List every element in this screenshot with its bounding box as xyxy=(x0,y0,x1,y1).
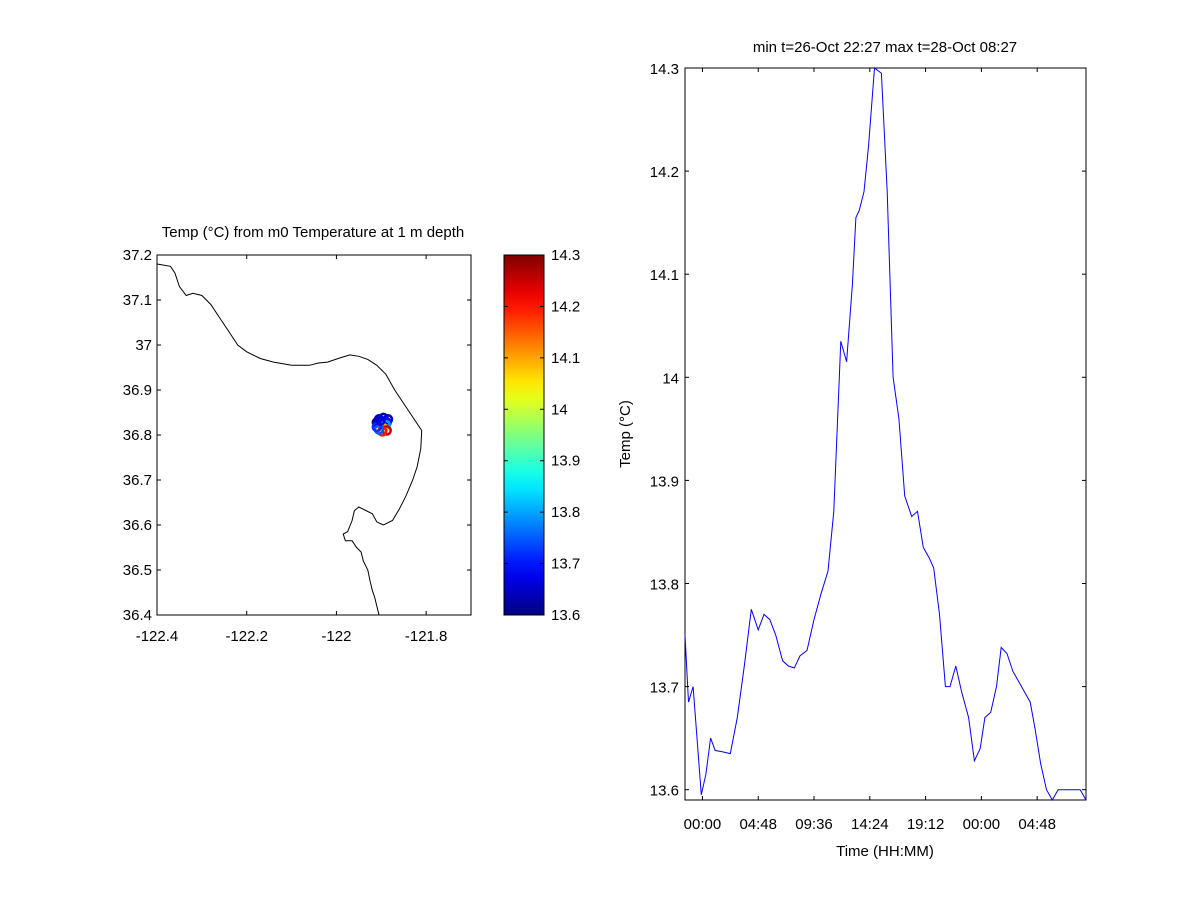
ts-x-tick-label: 00:00 xyxy=(684,816,722,833)
timeseries-y-axis: 13.6 13.7 13.8 13.9 14 14.1 14.2 14.3 xyxy=(650,61,1086,800)
ts-y-tick-label: 14.3 xyxy=(650,61,679,78)
ts-y-tick-label: 13.7 xyxy=(650,680,679,697)
map-x-tick-label: -122.4 xyxy=(136,628,179,645)
ts-x-tick-label: 09:36 xyxy=(795,816,833,833)
map-x-tick-label: -122 xyxy=(321,628,351,645)
colorbar-tick-label: 13.6 xyxy=(551,607,580,624)
colorbar-tick-label: 14.3 xyxy=(551,247,580,264)
colorbar-tick-label: 13.9 xyxy=(551,453,580,470)
timeseries-axes-frame xyxy=(684,67,1087,801)
map-plot-area xyxy=(156,254,472,616)
map-y-tick-label: 36.4 xyxy=(123,607,152,624)
colorbar-tick-label: 13.8 xyxy=(551,504,580,521)
colorbar-tick-label: 14.1 xyxy=(551,350,580,367)
map-x-axis: -122.4 -122.2 -122 -121.8 xyxy=(136,255,448,645)
ts-x-tick-label: 19:12 xyxy=(907,816,945,833)
map-y-tick-label: 36.8 xyxy=(123,427,152,444)
ts-x-tick-label: 04:48 xyxy=(1018,816,1056,833)
ts-y-tick-label: 14.2 xyxy=(650,164,679,181)
colorbar-gradient xyxy=(503,254,545,616)
map-y-tick-label: 37 xyxy=(135,337,152,354)
ts-x-tick-label: 04:48 xyxy=(739,816,777,833)
map-x-tick-label: -121.8 xyxy=(405,628,448,645)
temperature-track xyxy=(371,412,394,437)
ts-y-tick-label: 13.6 xyxy=(650,783,679,800)
ts-x-tick-label: 00:00 xyxy=(963,816,1001,833)
map-y-tick-label: 36.9 xyxy=(123,382,152,399)
ts-y-tick-label: 14 xyxy=(662,370,679,387)
map-panel: Temp (°C) from m0 Temperature at 1 m dep… xyxy=(123,224,472,645)
timeseries-panel: min t=26-Oct 22:27 max t=28-Oct 08:27 00… xyxy=(617,39,1087,860)
map-axes-frame xyxy=(156,254,472,616)
map-y-tick-label: 36.6 xyxy=(123,517,152,534)
timeseries-y-label: Temp (°C) xyxy=(617,400,634,468)
ts-y-tick-label: 14.1 xyxy=(650,267,679,284)
coastline-path xyxy=(156,263,423,616)
colorbar-tick-label: 14.2 xyxy=(551,298,580,315)
ts-y-tick-label: 13.8 xyxy=(650,576,679,593)
timeseries-x-axis: 00:00 04:48 09:36 14:24 19:12 00:00 04:48 xyxy=(684,68,1056,833)
timeseries-title: min t=26-Oct 22:27 max t=28-Oct 08:27 xyxy=(753,39,1017,56)
ts-x-tick-label: 14:24 xyxy=(851,816,889,833)
temperature-series-line xyxy=(684,67,1087,802)
map-x-tick-label: -122.2 xyxy=(225,628,268,645)
timeseries-x-label: Time (HH:MM) xyxy=(836,843,934,860)
map-y-tick-label: 37.1 xyxy=(123,292,152,309)
colorbar-axis: 13.6 13.7 13.8 13.9 14 14.1 14.2 14.3 xyxy=(504,247,580,624)
colorbar: 13.6 13.7 13.8 13.9 14 14.1 14.2 14.3 xyxy=(503,247,580,624)
map-y-tick-label: 37.2 xyxy=(123,247,152,264)
map-title: Temp (°C) from m0 Temperature at 1 m dep… xyxy=(162,224,465,241)
map-y-tick-label: 36.7 xyxy=(123,472,152,489)
map-y-tick-label: 36.5 xyxy=(123,562,152,579)
colorbar-tick-label: 14 xyxy=(551,401,568,418)
ts-y-tick-label: 13.9 xyxy=(650,473,679,490)
map-y-axis: 36.4 36.5 36.6 36.7 36.8 36.9 37 37.1 37.2 xyxy=(123,247,471,624)
track-point xyxy=(375,415,386,426)
colorbar-tick-label: 13.7 xyxy=(551,556,580,573)
